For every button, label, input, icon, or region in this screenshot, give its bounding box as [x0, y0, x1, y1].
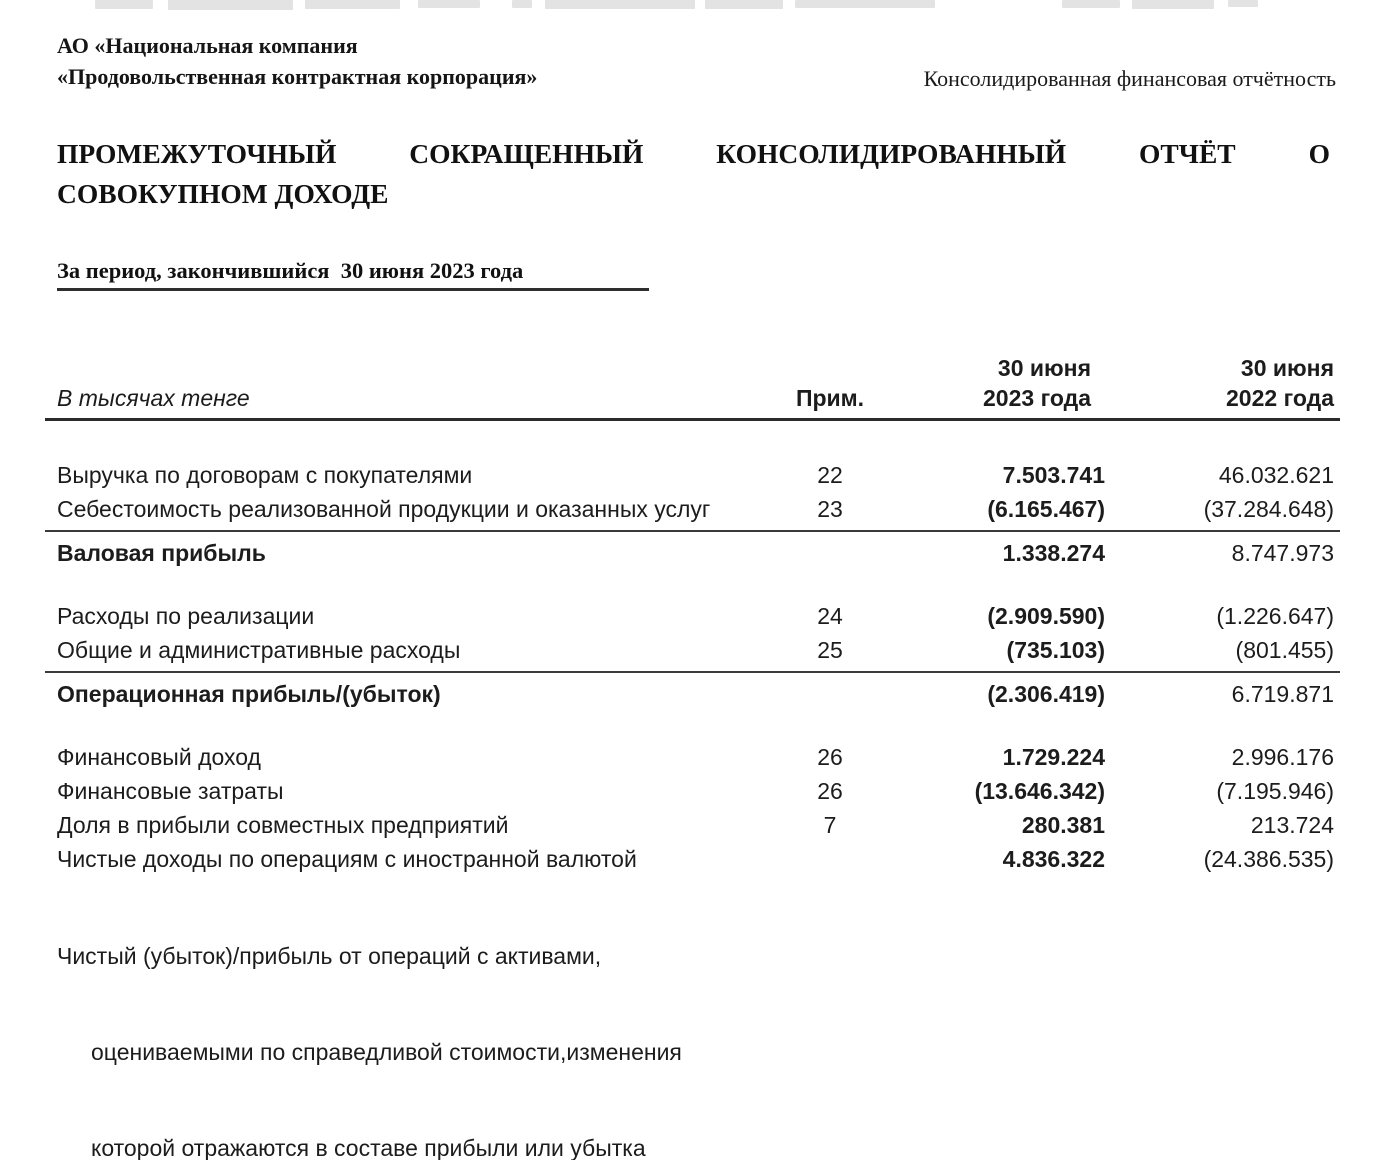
column-header-2022: 30 июня 2022 года: [1226, 355, 1334, 411]
company-name: АО «Национальная компания «Продовольстве…: [57, 30, 537, 92]
table-row-revenue: Выручка по договорам с покупателями 22 7…: [57, 462, 1334, 488]
table-header-row: В тысячах тенге Прим. 30 июня 2023 года …: [45, 353, 1340, 421]
table-row-finance-income: Финансовый доход 26 1.729.224 2.996.176: [57, 744, 1334, 770]
company-name-line2: «Продовольственная контрактная корпораци…: [57, 64, 538, 89]
table-row-gross-profit: Валовая прибыль 1.338.274 8.747.973: [57, 540, 1334, 566]
document-header: АО «Национальная компания «Продовольстве…: [57, 30, 1336, 92]
scan-artifact-strip: [0, 0, 1386, 10]
section-gap: [45, 569, 1340, 598]
company-name-line1: АО «Национальная компания: [57, 33, 358, 58]
table-row-selling-expenses: Расходы по реализации 24 (2.909.590) (1.…: [57, 603, 1334, 629]
table-row-operating-profit: Операционная прибыль/(убыток) (2.306.419…: [57, 681, 1334, 707]
section-gap: [45, 710, 1340, 739]
table-row-net-fx-income: Чистые доходы по операциям с иностранной…: [57, 846, 1334, 872]
statement-title-line1: ПРОМЕЖУТОЧНЫЙ СОКРАЩЕННЫЙ КОНСОЛИДИРОВАН…: [57, 138, 1330, 169]
statement-title-line2: СОВОКУПНОМ ДОХОДЕ: [57, 178, 389, 209]
table-row-share-of-jv-profit: Доля в прибыли совместных предприятий 7 …: [57, 812, 1334, 838]
report-type-label: Консолидированная финансовая отчётность: [923, 66, 1336, 91]
table-row-finance-costs: Финансовые затраты 26 (13.646.342) (7.19…: [57, 778, 1334, 804]
statement-title: ПРОМЕЖУТОЧНЫЙ СОКРАЩЕННЫЙ КОНСОЛИДИРОВАН…: [57, 134, 1330, 214]
units-label: В тысячах тенге: [57, 385, 250, 411]
table-row-admin-expenses: Общие и административные расходы 25 (735…: [45, 632, 1340, 673]
income-statement-table: В тысячах тенге Прим. 30 июня 2023 года …: [45, 353, 1340, 1160]
column-header-2023: 30 июня 2023 года: [983, 355, 1091, 411]
notes-column-header: Прим.: [795, 385, 865, 411]
table-row-fvtpl-assets-result: Чистый (убыток)/прибыль от операций с ак…: [57, 943, 682, 1160]
reporting-period: За период, закончившийся 30 июня 2023 го…: [57, 258, 649, 291]
table-row-cost-of-sales: Себестоимость реализованной продукции и …: [45, 491, 1340, 532]
